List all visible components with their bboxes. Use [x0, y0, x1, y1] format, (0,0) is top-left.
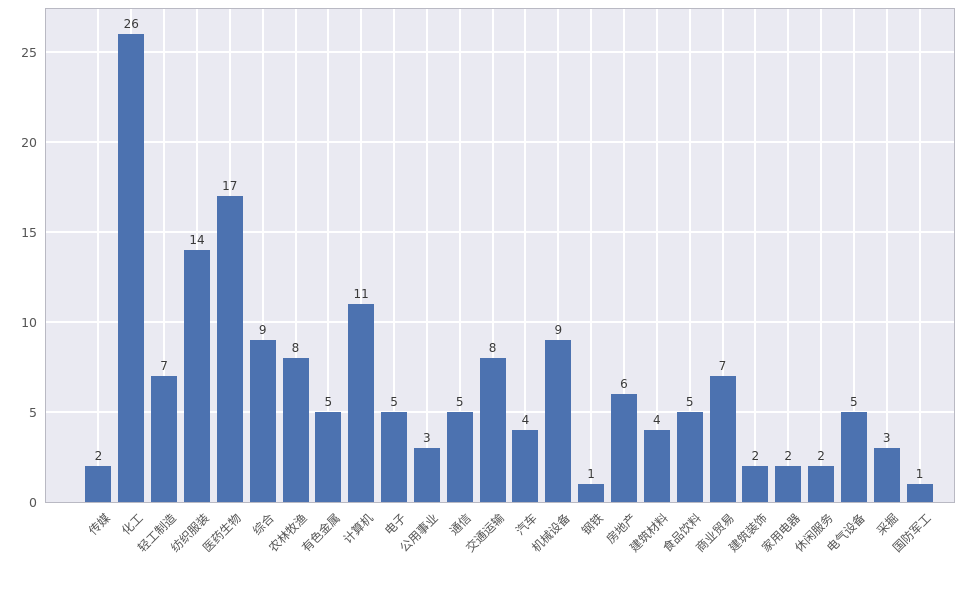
bar — [216, 196, 243, 502]
x-gridline — [787, 9, 790, 502]
y-tick-label: 5 — [29, 405, 37, 420]
x-gridline — [885, 9, 888, 502]
bar — [512, 430, 539, 502]
y-gridline — [46, 231, 954, 233]
bar-value-label: 7 — [160, 359, 168, 373]
bar — [282, 358, 309, 502]
y-tick-label: 25 — [21, 45, 37, 60]
bar-value-label: 6 — [620, 377, 628, 391]
x-tick-label: 传媒 — [86, 511, 113, 538]
bar-value-label: 26 — [123, 17, 139, 31]
bar — [249, 340, 276, 502]
bar-value-label: 9 — [554, 323, 563, 337]
x-gridline — [688, 9, 691, 502]
bar — [381, 412, 408, 502]
x-tick-label: 钢铁 — [578, 511, 606, 538]
bar-value-label: 8 — [488, 341, 497, 355]
bar — [479, 358, 506, 502]
x-gridline — [754, 9, 757, 502]
bar-value-label: 5 — [850, 395, 858, 409]
bar-value-label: 5 — [455, 395, 464, 409]
x-gridline — [97, 9, 100, 502]
bar-value-label: 14 — [189, 233, 205, 247]
x-gridline — [918, 9, 921, 502]
x-tick-label: 计算机 — [340, 511, 376, 547]
bar — [709, 376, 736, 502]
x-gridline — [852, 9, 855, 502]
x-gridline — [327, 9, 330, 502]
x-tick-label: 采掘 — [874, 511, 902, 538]
bar-value-label: 8 — [291, 341, 300, 355]
bar — [808, 466, 835, 502]
bar-value-label: 7 — [718, 359, 727, 373]
bar — [676, 412, 703, 502]
bar-value-label: 5 — [390, 395, 398, 409]
bar-value-label: 2 — [751, 449, 760, 463]
x-gridline — [622, 9, 625, 502]
y-gridline — [46, 141, 954, 143]
bar-value-label: 9 — [258, 323, 267, 337]
x-tick-label: 综合 — [250, 511, 278, 538]
bar — [315, 412, 342, 502]
bar-value-label: 5 — [685, 395, 694, 409]
bar-value-label: 5 — [324, 395, 333, 409]
bar-value-label: 4 — [521, 413, 530, 427]
y-gridline — [46, 51, 954, 53]
bar-value-label: 2 — [784, 449, 792, 463]
bar — [906, 484, 933, 502]
bar-value-label: 1 — [915, 467, 924, 481]
bar-value-label: 2 — [94, 449, 103, 463]
x-gridline — [393, 9, 396, 502]
bar — [578, 484, 605, 502]
bar-value-label: 11 — [353, 287, 369, 301]
bar — [413, 448, 440, 502]
bar — [446, 412, 473, 502]
bar — [775, 466, 802, 502]
bar — [610, 394, 637, 502]
bar — [118, 34, 145, 502]
x-gridline — [721, 9, 724, 502]
x-tick-label: 电子 — [381, 511, 409, 538]
x-gridline — [425, 9, 428, 502]
plot-area: 2 26 7 14 17 9 8 5 11 5 3 5 8 4 9 1 6 4 5 7 2 2 2 5 3 1 — [45, 8, 955, 503]
bar-value-label: 3 — [882, 431, 891, 445]
x-gridline — [655, 9, 658, 502]
x-gridline — [261, 9, 264, 502]
bar — [348, 304, 375, 502]
x-gridline — [458, 9, 461, 502]
bar-value-label: 2 — [817, 449, 825, 463]
y-tick-label: 15 — [21, 225, 37, 240]
bar-value-label: 1 — [587, 467, 595, 481]
bar — [840, 412, 867, 502]
x-gridline — [557, 9, 560, 502]
y-tick-label: 10 — [21, 315, 37, 330]
bar — [873, 448, 900, 502]
x-tick-label: 通信 — [447, 511, 475, 538]
x-tick-label: 汽车 — [513, 511, 540, 538]
x-gridline — [820, 9, 823, 502]
x-gridline — [491, 9, 494, 502]
bar-value-label: 4 — [652, 413, 661, 427]
bar — [183, 250, 210, 502]
bar — [85, 466, 112, 502]
x-gridline — [524, 9, 527, 502]
bar — [742, 466, 769, 502]
bar — [643, 430, 670, 502]
x-gridline — [163, 9, 166, 502]
bar — [545, 340, 572, 502]
bar-value-label: 17 — [222, 179, 238, 193]
y-tick-label: 0 — [29, 495, 37, 510]
x-tick-label: 化工 — [118, 511, 146, 538]
y-gridline — [46, 321, 954, 323]
bar — [151, 376, 178, 502]
y-tick-label: 20 — [21, 135, 37, 150]
bar-value-label: 3 — [423, 431, 431, 445]
x-gridline — [294, 9, 297, 502]
x-gridline — [590, 9, 593, 502]
x-gridline — [360, 9, 363, 502]
